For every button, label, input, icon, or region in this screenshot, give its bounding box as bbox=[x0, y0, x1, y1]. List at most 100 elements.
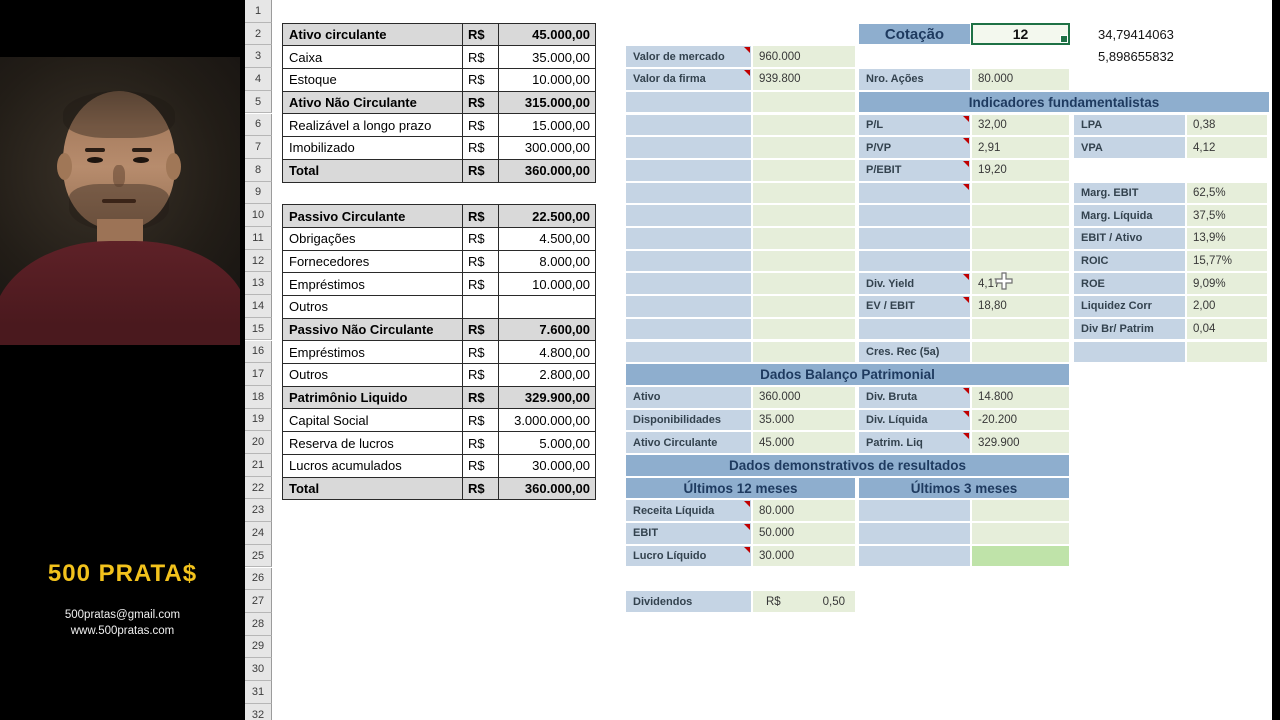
balance-cell-currency[interactable]: R$ bbox=[463, 318, 499, 342]
panel-label-cell[interactable]: Div Br/ Patrim bbox=[1073, 317, 1186, 341]
row-header[interactable]: 5 bbox=[245, 90, 272, 114]
panel-label-cell[interactable] bbox=[625, 272, 752, 296]
panel-value-cell[interactable]: 30.000 bbox=[752, 544, 856, 568]
row-header[interactable]: 29 bbox=[245, 635, 272, 659]
panel-value-cell[interactable]: 0,38 bbox=[1186, 113, 1268, 137]
panel-label-cell[interactable] bbox=[858, 544, 971, 568]
panel-value-cell[interactable]: 2,00 bbox=[1186, 295, 1268, 318]
row-header[interactable]: 28 bbox=[245, 612, 272, 636]
panel-label-cell[interactable]: P/L bbox=[858, 113, 971, 137]
panel-label-cell[interactable]: Div. Yield bbox=[858, 272, 971, 296]
row-header[interactable]: 32 bbox=[245, 703, 272, 720]
balance-cell-value[interactable]: 10.000,00 bbox=[499, 69, 596, 92]
balance-cell-currency[interactable]: R$ bbox=[463, 23, 499, 47]
balance-cell-currency[interactable]: R$ bbox=[463, 69, 499, 92]
balance-cell-value[interactable]: 4.800,00 bbox=[499, 341, 596, 365]
balance-cell-label[interactable]: Caixa bbox=[283, 46, 463, 70]
row-header[interactable]: 2 bbox=[245, 22, 272, 46]
panel-label-cell[interactable] bbox=[858, 249, 971, 273]
panel-label-cell[interactable] bbox=[625, 317, 752, 341]
row-header[interactable]: 3 bbox=[245, 45, 272, 69]
cell-loose-value[interactable]: 34,79414063 bbox=[1098, 26, 1174, 42]
panel-label-cell[interactable] bbox=[625, 249, 752, 273]
panel-label-cell[interactable] bbox=[858, 522, 971, 545]
selected-cell[interactable]: 12 bbox=[971, 22, 1070, 46]
panel-value-cell[interactable] bbox=[971, 204, 1070, 227]
row-header[interactable]: 30 bbox=[245, 658, 272, 681]
panel-value-cell[interactable] bbox=[752, 90, 856, 114]
panel-value-cell[interactable]: 18,80 bbox=[971, 295, 1070, 318]
panel-label-cell[interactable]: Liquidez Corr bbox=[1073, 295, 1186, 318]
panel-label-cell[interactable] bbox=[858, 181, 971, 205]
panel-label-cell[interactable]: Div. Bruta bbox=[858, 385, 971, 409]
section-header[interactable]: Indicadores fundamentalistas bbox=[858, 90, 1270, 114]
panel-value-cell[interactable] bbox=[971, 181, 1070, 205]
balance-cell-currency[interactable]: R$ bbox=[463, 364, 499, 387]
panel-value-cell[interactable] bbox=[971, 227, 1070, 250]
panel-value-cell[interactable] bbox=[752, 204, 856, 227]
panel-value-cell[interactable]: 50.000 bbox=[752, 522, 856, 545]
panel-label-cell[interactable]: VPA bbox=[1073, 136, 1186, 159]
panel-label-cell[interactable] bbox=[858, 317, 971, 341]
panel-label-cell[interactable]: Valor da firma bbox=[625, 68, 752, 91]
row-header[interactable]: 31 bbox=[245, 681, 272, 704]
balance-cell-currency[interactable]: R$ bbox=[463, 477, 499, 501]
balance-cell-value[interactable]: 22.500,00 bbox=[499, 205, 596, 228]
panel-label-cell[interactable]: P/EBIT bbox=[858, 158, 971, 182]
panel-label-cell[interactable]: EBIT / Ativo bbox=[1073, 227, 1186, 250]
balance-cell-value[interactable]: 5.000,00 bbox=[499, 432, 596, 455]
panel-label-cell[interactable]: Lucro Líquido bbox=[625, 544, 752, 568]
balance-cell-label[interactable]: Estoque bbox=[283, 69, 463, 92]
panel-value-cell[interactable]: 14.800 bbox=[971, 385, 1070, 409]
row-header[interactable]: 27 bbox=[245, 590, 272, 613]
panel-value-cell[interactable]: 329.900 bbox=[971, 431, 1070, 454]
row-header[interactable]: 17 bbox=[245, 363, 272, 386]
panel-value-cell[interactable] bbox=[971, 249, 1070, 273]
panel-value-cell[interactable]: 2,91 bbox=[971, 136, 1070, 159]
panel-value-cell[interactable]: 960.000 bbox=[752, 45, 856, 69]
cell-loose-value[interactable]: 5,898655832 bbox=[1098, 49, 1174, 65]
balance-cell-label[interactable]: Imobilizado bbox=[283, 137, 463, 160]
panel-value-cell[interactable]: 80.000 bbox=[752, 499, 856, 523]
balance-cell-label[interactable]: Fornecedores bbox=[283, 250, 463, 274]
panel-label-cell[interactable]: ROE bbox=[1073, 272, 1186, 296]
balance-cell-label[interactable]: Lucros acumulados bbox=[283, 454, 463, 478]
panel-label-cell[interactable] bbox=[1073, 340, 1186, 364]
panel-label-cell[interactable]: Nro. Ações bbox=[858, 68, 971, 91]
panel-value-cell[interactable] bbox=[752, 272, 856, 296]
balance-cell-value[interactable]: 10.000,00 bbox=[499, 273, 596, 297]
panel-label-cell[interactable]: EBIT bbox=[625, 522, 752, 545]
row-header[interactable]: 11 bbox=[245, 227, 272, 250]
balance-cell-currency[interactable]: R$ bbox=[463, 91, 499, 115]
balance-cell-value[interactable]: 30.000,00 bbox=[499, 454, 596, 478]
balance-cell-value[interactable]: 315.000,00 bbox=[499, 91, 596, 115]
panel-value-cell[interactable] bbox=[752, 227, 856, 250]
balance-cell-label[interactable]: Total bbox=[283, 159, 463, 183]
balance-cell-label[interactable]: Realizável a longo prazo bbox=[283, 114, 463, 138]
panel-value-cell[interactable]: 37,5% bbox=[1186, 204, 1268, 227]
balance-cell-label[interactable]: Outros bbox=[283, 364, 463, 387]
section-header[interactable]: Dados Balanço Patrimonial bbox=[625, 363, 1070, 386]
balance-cell-label[interactable]: Patrimônio Liquido bbox=[283, 386, 463, 410]
panel-label-cell[interactable]: Disponibilidades bbox=[625, 408, 752, 432]
balance-cell-label[interactable]: Passivo Não Circulante bbox=[283, 318, 463, 342]
row-header[interactable]: 10 bbox=[245, 204, 272, 227]
balance-cell-label[interactable]: Ativo circulante bbox=[283, 23, 463, 47]
balance-cell-currency[interactable]: R$ bbox=[463, 114, 499, 138]
balance-cell-currency[interactable] bbox=[463, 296, 499, 319]
panel-value-cell[interactable]: 32,00 bbox=[971, 113, 1070, 137]
balance-cell-value[interactable]: 8.000,00 bbox=[499, 250, 596, 274]
panel-label-cell[interactable]: LPA bbox=[1073, 113, 1186, 137]
row-header[interactable]: 25 bbox=[245, 544, 272, 568]
panel-value-cell[interactable]: 45.000 bbox=[752, 431, 856, 454]
panel-value-cell[interactable] bbox=[752, 295, 856, 318]
row-header[interactable]: 4 bbox=[245, 68, 272, 91]
panel-value-cell[interactable]: 62,5% bbox=[1186, 181, 1268, 205]
panel-label-cell[interactable]: Marg. Líquida bbox=[1073, 204, 1186, 227]
balance-cell-value[interactable] bbox=[499, 296, 596, 319]
row-header[interactable]: 18 bbox=[245, 385, 272, 409]
balance-cell-value[interactable]: 3.000.000,00 bbox=[499, 409, 596, 433]
section-header[interactable]: Últimos 3 meses bbox=[858, 476, 1070, 500]
panel-label-cell[interactable]: P/VP bbox=[858, 136, 971, 159]
balance-cell-value[interactable]: 360.000,00 bbox=[499, 159, 596, 183]
